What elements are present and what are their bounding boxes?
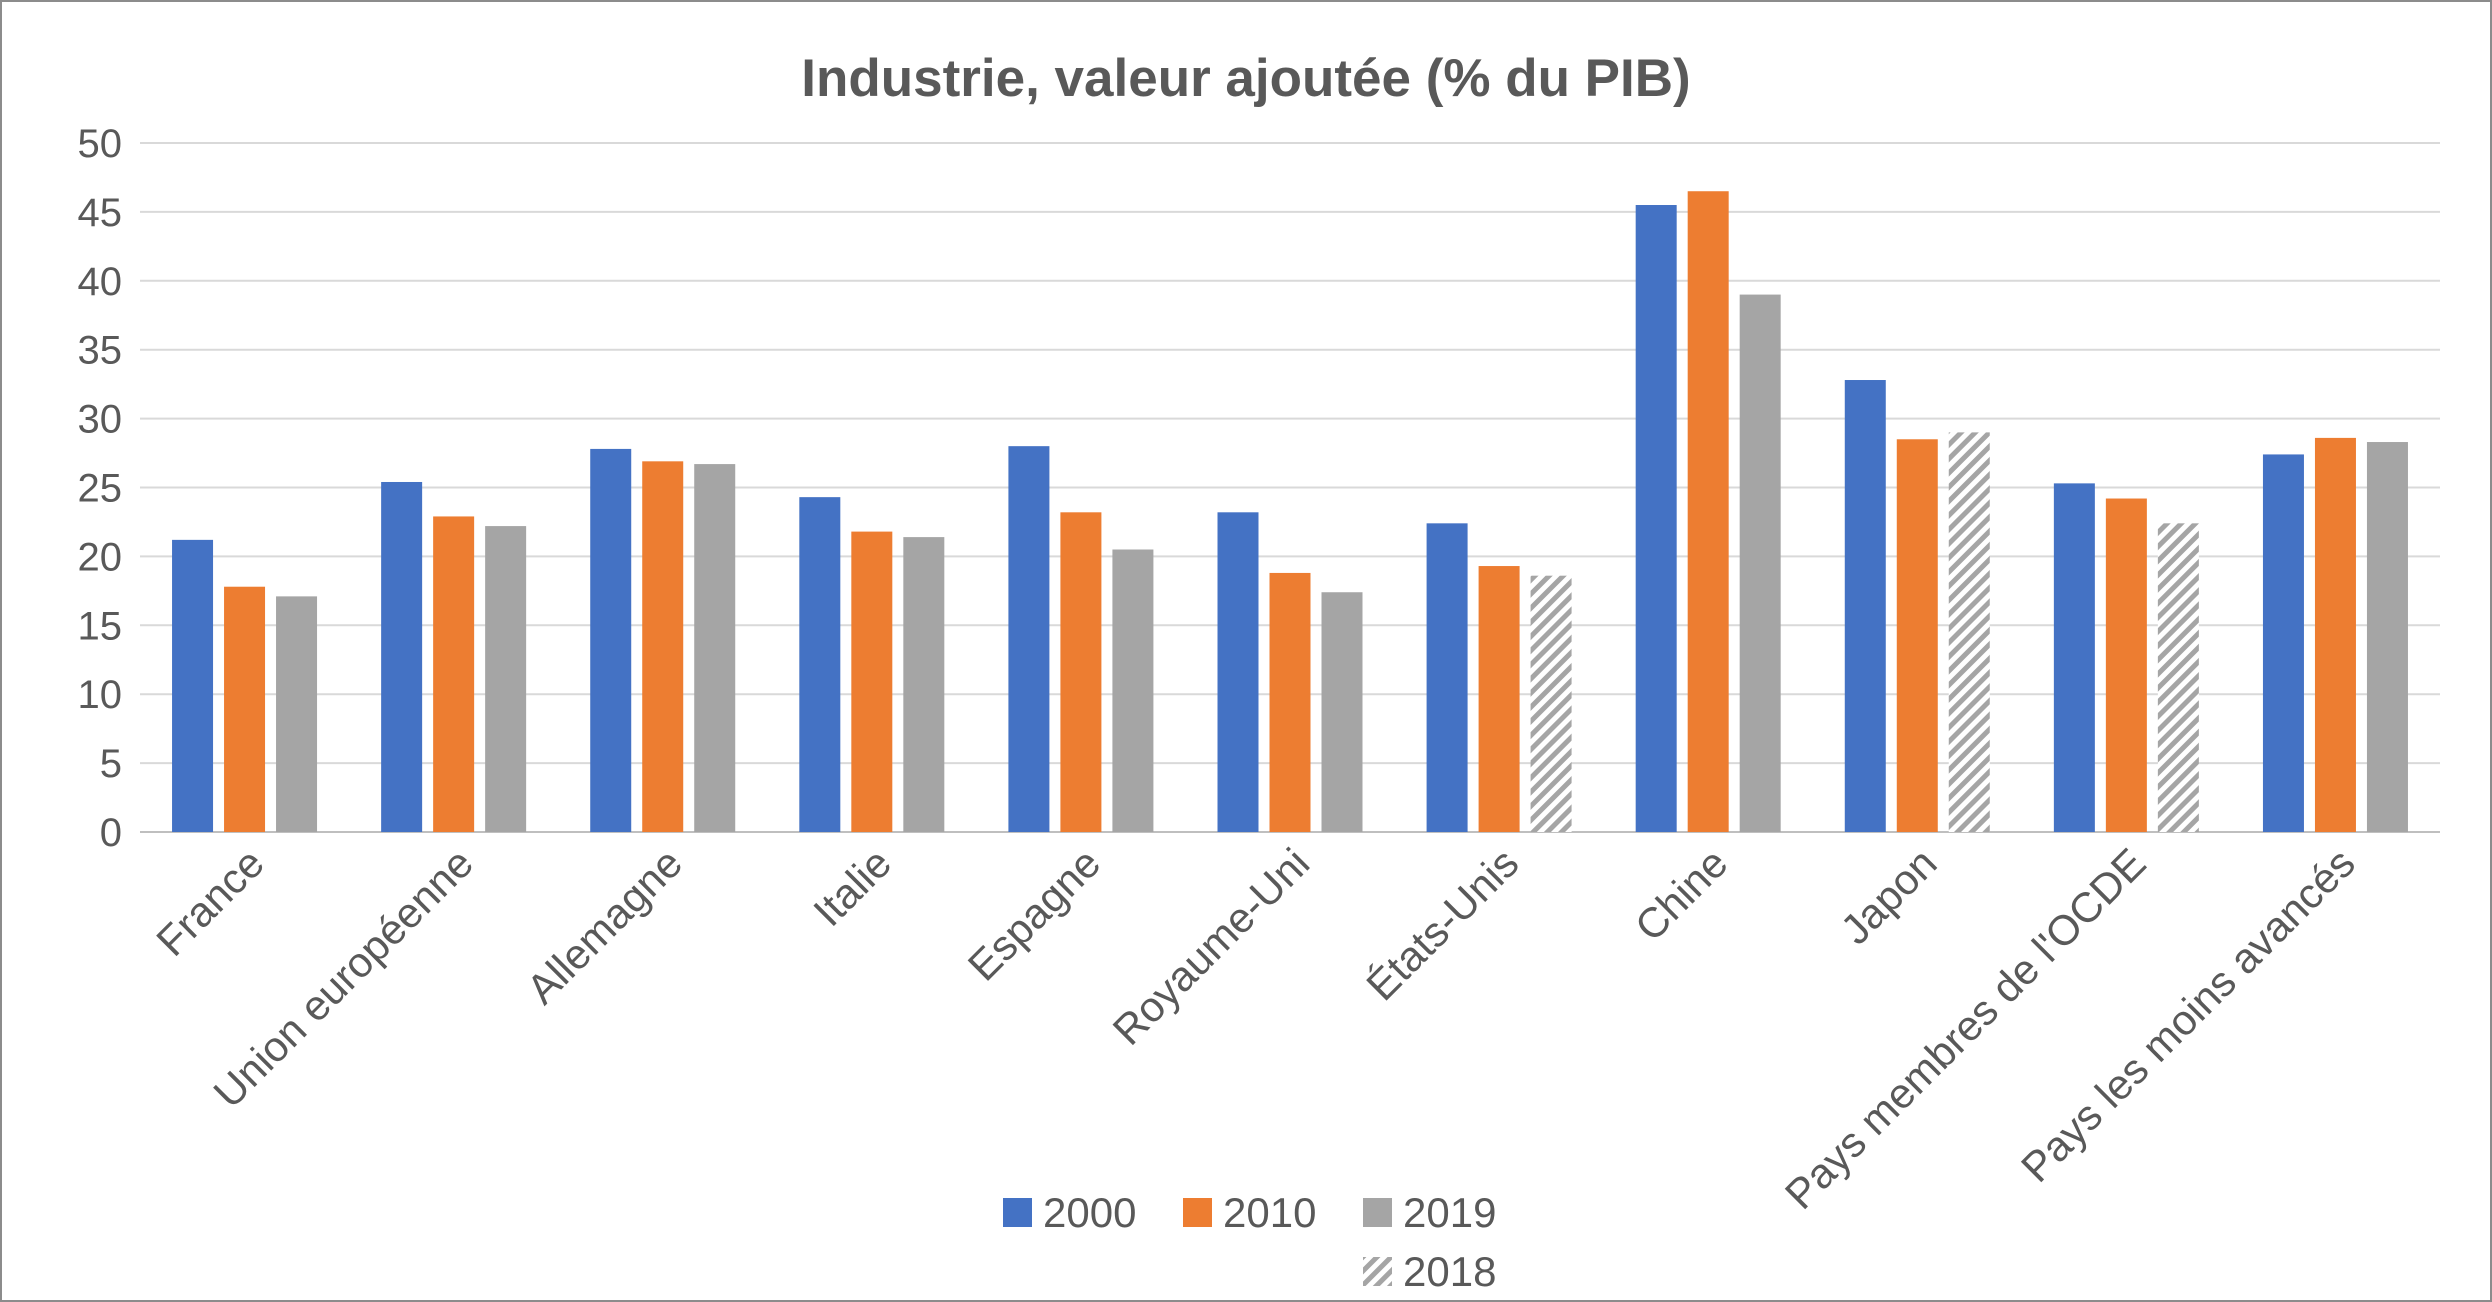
bar-2000: [1008, 446, 1050, 832]
x-tick-label: Pays membres de l'OCDE: [1776, 839, 2155, 1218]
bar-2000: [381, 481, 423, 832]
x-tick-label: Espagne: [959, 839, 1109, 989]
bar-2010: [1478, 566, 1520, 832]
bar-2000: [1217, 512, 1259, 832]
y-tick-label: 50: [78, 122, 123, 166]
legend-label: 2010: [1223, 1189, 1316, 1236]
legend-label: 2000: [1043, 1189, 1136, 1236]
x-tick-label: Pays les moins avancés: [2012, 839, 2364, 1191]
bar-2018: [2157, 523, 2199, 832]
bar-2000: [1844, 380, 1886, 832]
bar-2010: [2314, 437, 2356, 832]
legend-swatch-2018: [1363, 1257, 1392, 1286]
x-tick-label: États-Unis: [1357, 839, 1527, 1009]
y-tick-label: 45: [78, 191, 123, 235]
x-tick-label: Japon: [1831, 839, 1945, 953]
y-tick-label: 40: [78, 260, 123, 304]
bar-2010: [1687, 191, 1729, 833]
x-tick-label: Italie: [804, 839, 900, 935]
bar-2018: [1948, 432, 1990, 832]
bar-2019: [485, 526, 527, 832]
bar-2019: [1112, 549, 1154, 832]
bar-2019: [903, 537, 945, 832]
bar-2010: [642, 461, 684, 832]
legend-swatch-2000: [1003, 1198, 1032, 1227]
bar-2010: [1060, 512, 1102, 832]
bar-2019: [2366, 442, 2408, 832]
bar-2010: [1269, 572, 1311, 832]
bar-2010: [433, 516, 475, 832]
bar-2019: [694, 464, 736, 832]
legend: 2000 2010 2019 2018: [1003, 1189, 1496, 1295]
bar-2000: [172, 539, 214, 832]
bar-2000: [590, 448, 632, 832]
y-tick-label: 25: [78, 467, 123, 511]
y-tick-label: 15: [78, 604, 123, 648]
bar-2010: [851, 531, 893, 832]
bar-2010: [224, 586, 266, 832]
x-tick-label: Royaume-Uni: [1104, 839, 1319, 1054]
y-axis-ticks: 0 5 10 15 20 25 30 35 40 45 50: [78, 122, 123, 855]
bar-2010: [1896, 439, 1938, 832]
y-tick-label: 0: [100, 811, 122, 855]
y-tick-label: 10: [78, 673, 123, 717]
legend-swatch-2019: [1363, 1198, 1392, 1227]
bar-2000: [2262, 454, 2304, 832]
chart-title: Industrie, valeur ajoutée (% du PIB): [801, 49, 1690, 108]
bar-2000: [1426, 523, 1468, 832]
bar-2000: [799, 497, 841, 832]
bar-2010: [2105, 498, 2147, 832]
x-tick-label: France: [147, 839, 273, 965]
bar-2019: [276, 596, 318, 832]
y-tick-label: 20: [78, 535, 123, 579]
bar-2018: [1530, 575, 1572, 832]
x-tick-label: Allemagne: [518, 839, 692, 1013]
legend-label: 2018: [1403, 1248, 1496, 1295]
y-tick-label: 35: [78, 329, 123, 373]
bar-2000: [2053, 483, 2095, 832]
legend-label: 2019: [1403, 1189, 1496, 1236]
y-tick-label: 5: [100, 742, 122, 786]
bar-2019: [1739, 294, 1781, 833]
legend-swatch-2010: [1183, 1198, 1212, 1227]
y-tick-label: 30: [78, 398, 123, 442]
bars: [172, 191, 2408, 833]
x-tick-label: Chine: [1626, 839, 1737, 950]
bar-2019: [1321, 592, 1363, 832]
bar-2000: [1635, 205, 1677, 832]
